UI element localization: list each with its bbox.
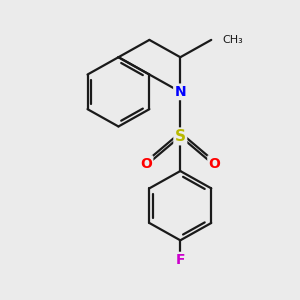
Text: N: N	[175, 85, 186, 99]
Text: F: F	[176, 253, 185, 267]
Text: O: O	[208, 157, 220, 171]
Text: O: O	[140, 157, 152, 171]
Text: CH₃: CH₃	[223, 35, 244, 45]
Text: S: S	[175, 129, 186, 144]
